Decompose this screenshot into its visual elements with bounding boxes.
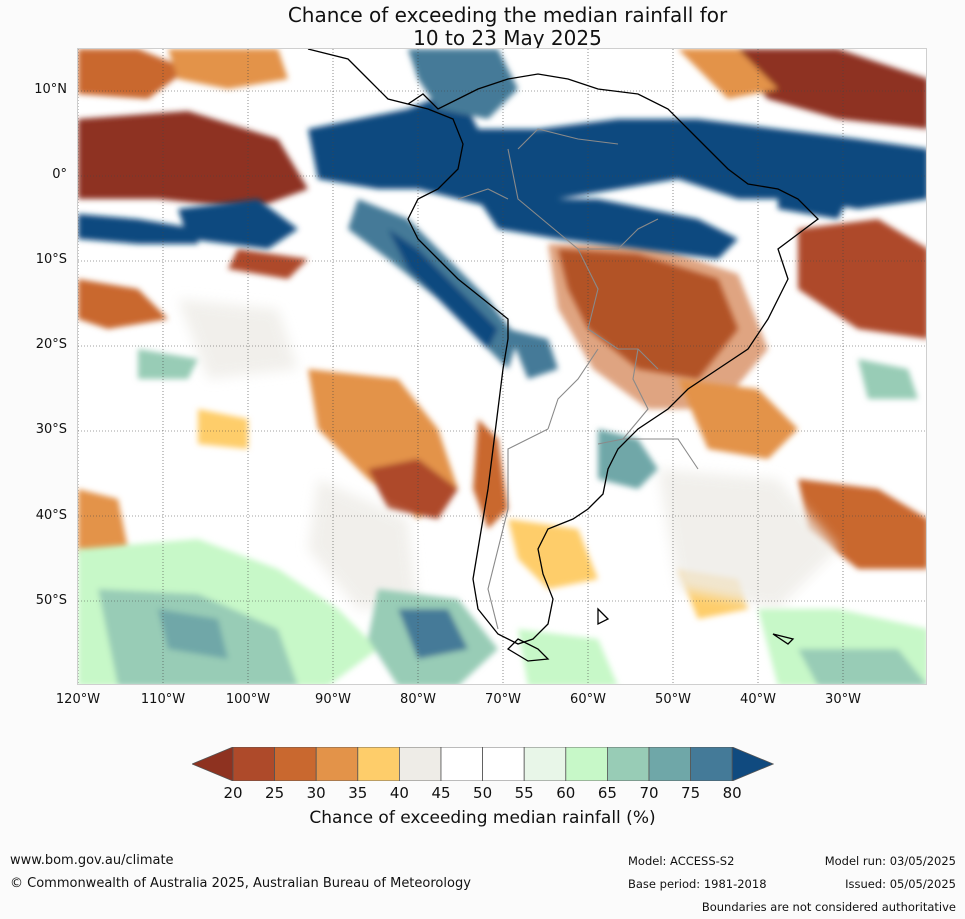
colorbar-tick-label: 65 <box>597 784 617 802</box>
lat-label-10s: 10°S <box>35 252 67 267</box>
neutral-regions <box>178 299 838 609</box>
map-title-line1: Chance of exceeding the median rainfall … <box>287 3 728 27</box>
model-name: Model: ACCESS-S2 <box>628 854 735 868</box>
colorbar-label: Chance of exceeding median rainfall (%) <box>309 808 656 828</box>
lat-label-50s: 50°S <box>35 593 67 608</box>
colorbar-tick-label: 45 <box>431 784 451 802</box>
colorbar-tick-label: 20 <box>223 784 243 802</box>
colorbar-tick-label: 60 <box>556 784 576 802</box>
website-link[interactable]: www.bom.gov.au/climate <box>10 853 174 868</box>
lon-label-110w: 110°W <box>140 692 186 707</box>
issued-date: Issued: 05/05/2025 <box>845 877 956 891</box>
colorbar-tick-label: 80 <box>722 784 742 802</box>
lon-label-80w: 80°W <box>400 692 436 707</box>
colorbar-arrow-low <box>192 747 234 781</box>
colorbar <box>192 747 774 781</box>
map-title: Chance of exceeding the median rainfall … <box>0 4 965 50</box>
lat-label-40s: 40°S <box>35 508 67 523</box>
colorbar-segment <box>523 747 567 781</box>
lat-label-10n: 10°N <box>34 82 67 97</box>
lat-label-0: 0° <box>52 167 67 182</box>
lat-label-20s: 20°S <box>35 337 67 352</box>
colorbar-segment <box>398 747 442 781</box>
colorbar-segment <box>315 747 359 781</box>
colorbar-tick-label: 40 <box>389 784 409 802</box>
continent-outline <box>307 49 819 662</box>
base-period: Base period: 1981-2018 <box>628 877 767 891</box>
colorbar-segment <box>274 747 317 781</box>
colorbar-segment <box>440 747 483 781</box>
lon-label-120w: 120°W <box>55 692 101 707</box>
model-run-date: Model run: 03/05/2025 <box>824 854 956 868</box>
lat-label-30s: 30°S <box>35 422 67 437</box>
colorbar-tick-label: 25 <box>265 784 285 802</box>
colorbar-segment <box>565 747 608 781</box>
lon-label-40w: 40°W <box>740 692 776 707</box>
lon-label-100w: 100°W <box>225 692 271 707</box>
colorbar-segment <box>606 747 650 781</box>
lon-label-30w: 30°W <box>825 692 861 707</box>
colorbar-segment <box>232 747 275 781</box>
colorbar-segment <box>357 747 400 781</box>
colorbar-tick-label: 55 <box>514 784 534 802</box>
boundaries-disclaimer: Boundaries are not considered authoritat… <box>701 900 956 914</box>
map-title-line2: 10 to 23 May 2025 <box>413 26 602 50</box>
wet-anomaly-regions <box>78 49 926 684</box>
colorbar-tick-label: 50 <box>473 784 493 802</box>
map-canvas <box>78 49 926 684</box>
lon-label-50w: 50°W <box>655 692 691 707</box>
colorbar-arrow-high <box>731 747 774 781</box>
colorbar-segment <box>648 747 691 781</box>
colorbar-tick-label: 75 <box>681 784 701 802</box>
colorbar-tick-label: 30 <box>306 784 326 802</box>
lon-label-60w: 60°W <box>570 692 606 707</box>
colorbar-segment <box>690 747 733 781</box>
rainfall-probability-map <box>77 48 927 685</box>
copyright-text: © Commonwealth of Australia 2025, Austra… <box>10 876 471 891</box>
country-borders <box>457 128 699 630</box>
colorbar-tick-label: 70 <box>639 784 659 802</box>
lon-label-90w: 90°W <box>315 692 351 707</box>
colorbar-segment <box>482 747 525 781</box>
lon-label-70w: 70°W <box>485 692 521 707</box>
colorbar-tick-label: 35 <box>348 784 368 802</box>
